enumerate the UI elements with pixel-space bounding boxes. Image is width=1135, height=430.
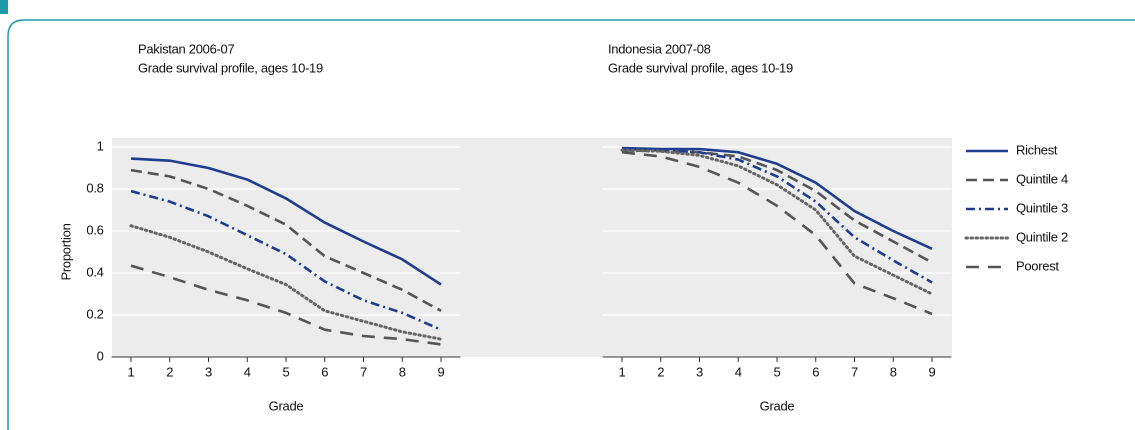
x-tick-label: 9	[438, 364, 445, 379]
y-tick-label: 0.2	[86, 306, 103, 321]
y-tick-label: 1	[97, 138, 104, 153]
x-tick-label: 5	[774, 364, 781, 379]
series-line	[130, 264, 442, 346]
series-line	[621, 150, 933, 316]
x-tick-label: 8	[399, 364, 406, 379]
legend-label: Quintile 2	[1016, 229, 1068, 244]
x-tick-label: 7	[851, 364, 858, 379]
legend-label: Poorest	[1016, 258, 1059, 273]
legend-label: Richest	[1016, 142, 1058, 157]
chart-title: Indonesia 2007-08	[608, 41, 711, 56]
x-tick-label: 1	[619, 364, 626, 379]
y-tick-label: 0.6	[86, 222, 103, 237]
x-tick-label: 9	[929, 364, 936, 379]
x-tick-label: 3	[696, 364, 703, 379]
y-axis-label: Proportion	[58, 223, 73, 280]
x-axis-label: Grade	[269, 398, 304, 413]
title-bar	[0, 0, 8, 14]
chart-subtitle: Grade survival profile, ages 10-19	[138, 60, 323, 75]
legend-label: Quintile 4	[1016, 171, 1068, 186]
series-line	[130, 168, 442, 312]
x-tick-label: 5	[283, 364, 290, 379]
series-line	[130, 157, 442, 286]
series-line	[620, 148, 934, 296]
x-tick-label: 2	[166, 364, 173, 379]
x-axis-label: Grade	[760, 398, 795, 413]
x-tick-label: 4	[244, 364, 251, 379]
x-tick-label: 3	[205, 364, 212, 379]
x-tick-label: 2	[657, 364, 664, 379]
x-tick-label: 8	[890, 364, 897, 379]
chart-subtitle: Grade survival profile, ages 10-19	[608, 60, 793, 75]
y-tick-label: 0.4	[86, 264, 103, 279]
series-line	[130, 189, 442, 331]
frame	[7, 19, 1135, 430]
plot-background	[112, 138, 952, 357]
series-line	[621, 146, 933, 251]
x-tick-label: 4	[735, 364, 742, 379]
charts: Pakistan 2006-07 Grade survival profile, …	[58, 41, 1068, 413]
x-tick-label: 7	[360, 364, 367, 379]
x-tick-label: 6	[812, 364, 819, 379]
legend-label: Quintile 3	[1016, 200, 1068, 215]
y-tick-label: 0.8	[86, 180, 103, 195]
y-tick-label: 0	[97, 348, 104, 363]
series-line	[621, 147, 933, 284]
series-line	[129, 224, 443, 341]
x-tick-label: 6	[321, 364, 328, 379]
x-tick-label: 1	[128, 364, 135, 379]
chart-title: Pakistan 2006-07	[138, 41, 234, 56]
